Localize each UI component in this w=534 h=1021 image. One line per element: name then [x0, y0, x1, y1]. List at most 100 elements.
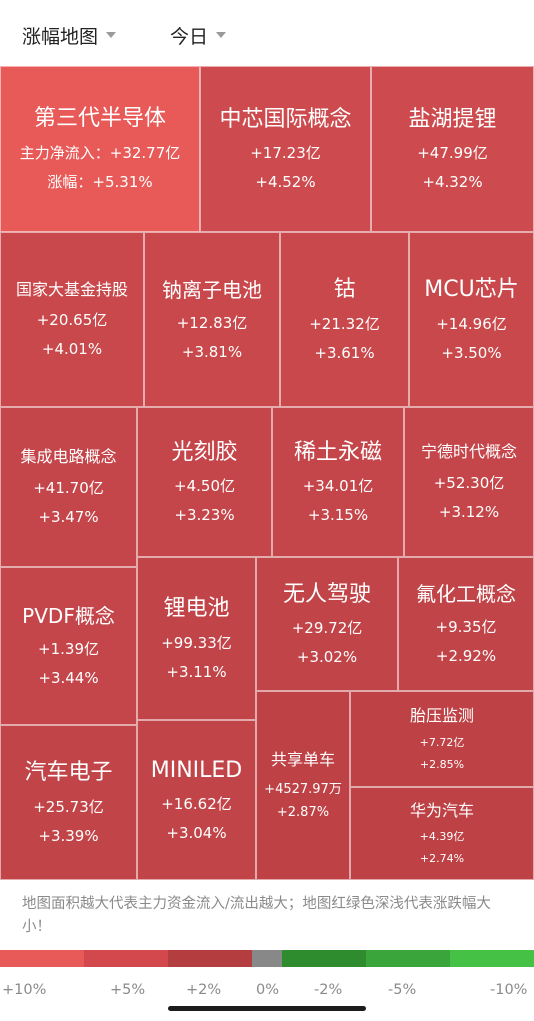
tile-smic-concept[interactable]: 中芯国际概念 +17.23亿 +4.52% [200, 66, 371, 232]
tile-miniled[interactable]: MINILED +16.62亿 +3.04% [137, 720, 256, 880]
scale-labels: +10% +5% +2% 0% -2% -5% -10% [0, 982, 534, 1002]
scale-label: +2% [186, 982, 222, 998]
tile-inflow: +4.50亿 [174, 477, 235, 496]
scale-label: 0% [256, 982, 280, 998]
tile-catl-concept[interactable]: 宁德时代概念 +52.30亿 +3.12% [404, 407, 534, 557]
treemap: 第三代半导体 主力净流入：+32.77亿 涨幅：+5.31% 中芯国际概念 +1… [0, 66, 534, 880]
tile-name: 第三代半导体 [33, 106, 166, 132]
tile-inflow: +41.70亿 [33, 478, 104, 497]
tile-autonomous-driving[interactable]: 无人驾驶 +29.72亿 +3.02% [256, 557, 398, 691]
scale-label: -10% [490, 982, 528, 998]
tile-name: 无人驾驶 [282, 581, 371, 607]
scale-segment [168, 950, 253, 967]
tile-change: +3.02% [296, 648, 358, 667]
scale-label: -5% [388, 982, 417, 998]
tile-salt-lake-lithium[interactable]: 盐湖提锂 +47.99亿 +4.32% [371, 66, 534, 232]
tile-big-fund-holdings[interactable]: 国家大基金持股 +20.65亿 +4.01% [0, 232, 144, 407]
tile-name: 国家大基金持股 [15, 279, 128, 299]
tile-change: +2.92% [435, 647, 497, 665]
top-bar: 涨幅地图 今日 [0, 0, 534, 66]
scale-segment [84, 950, 169, 967]
tile-inflow: +34.01亿 [302, 477, 374, 496]
tile-inflow: +25.73亿 [33, 797, 104, 816]
tile-name: MINILED [150, 757, 243, 783]
period-label: 今日 [170, 25, 209, 48]
tile-inflow: +29.72亿 [291, 619, 363, 638]
scale-label: -2% [314, 982, 343, 998]
tile-auto-electronics[interactable]: 汽车电子 +25.73亿 +3.39% [0, 725, 137, 880]
tile-sodium-ion-battery[interactable]: 钠离子电池 +12.83亿 +3.81% [144, 232, 280, 407]
tile-change: +2.85% [419, 757, 465, 771]
tile-inflow: +1.39亿 [38, 640, 99, 658]
tile-name: MCU芯片 [424, 277, 519, 303]
chevron-down-icon [216, 32, 227, 38]
tile-name: 宁德时代概念 [420, 442, 517, 462]
tile-photoresist[interactable]: 光刻胶 +4.50亿 +3.23% [137, 407, 272, 557]
tile-change: +3.47% [38, 507, 99, 526]
tile-change: +3.23% [174, 506, 235, 525]
tile-name: 集成电路概念 [20, 447, 117, 467]
tile-name: 光刻胶 [171, 439, 238, 465]
tile-name: 稀土永磁 [293, 439, 382, 465]
tile-name: 胎压监测 [409, 706, 474, 726]
tile-tire-pressure-monitoring[interactable]: 胎压监测 +7.72亿 +2.85% [350, 691, 534, 787]
home-indicator [168, 1006, 366, 1011]
tile-fluorochemical-concept[interactable]: 氟化工概念 +9.35亿 +2.92% [398, 557, 534, 691]
tile-inflow: +7.72亿 [419, 735, 465, 749]
tile-inflow: +4.39亿 [419, 830, 465, 844]
tile-name: 盐湖提锂 [408, 106, 497, 132]
tile-cobalt[interactable]: 钴 +21.32亿 +3.61% [280, 232, 409, 407]
chevron-down-icon [106, 32, 117, 38]
legend-note: 地图面积越大代表主力资金流入/流出越大；地图红绿色深浅代表涨跌幅大小！ [22, 896, 491, 935]
tile-change: +4.32% [422, 173, 483, 192]
tile-name: 钴 [333, 277, 356, 303]
period-dropdown[interactable]: 今日 [170, 20, 227, 50]
tile-inflow: +99.33亿 [161, 633, 232, 652]
tile-name: 共享单车 [270, 750, 335, 770]
tile-lithium-battery[interactable]: 锂电池 +99.33亿 +3.11% [137, 557, 256, 720]
tile-name: 氟化工概念 [416, 582, 516, 606]
tile-change: +3.44% [38, 669, 99, 687]
tile-change: +3.39% [38, 826, 99, 845]
tile-name: 钠离子电池 [162, 277, 262, 302]
tile-pvdf-concept[interactable]: PVDF概念 +1.39亿 +3.44% [0, 567, 137, 725]
tile-name: 汽车电子 [24, 760, 113, 786]
tile-inflow: +21.32亿 [309, 314, 380, 333]
tile-name: 华为汽车 [409, 800, 474, 820]
tile-change: +3.04% [166, 824, 227, 843]
tile-inflow: +52.30亿 [433, 473, 505, 492]
tile-huawei-auto[interactable]: 华为汽车 +4.39亿 +2.74% [350, 787, 534, 880]
tile-change: 涨幅：+5.31% [47, 172, 153, 191]
scale-segment [449, 950, 534, 967]
tile-change: +4.01% [41, 340, 103, 359]
tile-name: 锂电池 [163, 596, 230, 622]
tile-change: +3.12% [438, 502, 500, 521]
scale-label: +10% [2, 982, 47, 998]
tile-inflow: +9.35亿 [435, 618, 497, 636]
scale-segment [281, 950, 366, 967]
tile-inflow: +12.83亿 [176, 313, 248, 332]
tile-inflow: +17.23亿 [250, 144, 321, 163]
scale-label: +5% [110, 982, 146, 998]
tile-change: +3.61% [314, 343, 375, 362]
tile-inflow: +14.96亿 [436, 314, 507, 333]
tile-mcu-chip[interactable]: MCU芯片 +14.96亿 +3.50% [409, 232, 534, 407]
scale-segment [0, 950, 85, 967]
tile-name: PVDF概念 [22, 604, 115, 628]
tile-inflow: +4527.97万 [264, 781, 342, 797]
tile-change: +3.81% [181, 342, 243, 361]
tile-inflow: +47.99亿 [417, 144, 488, 163]
map-type-dropdown[interactable]: 涨幅地图 [22, 20, 117, 50]
tile-change: +3.15% [307, 506, 369, 525]
scale-segment [365, 950, 450, 967]
tile-shared-bikes[interactable]: 共享单车 +4527.97万 +2.87% [256, 691, 350, 880]
color-scale [0, 950, 534, 967]
tile-third-gen-semiconductor[interactable]: 第三代半导体 主力净流入：+32.77亿 涨幅：+5.31% [0, 66, 200, 232]
tile-change: +3.50% [441, 343, 502, 362]
tile-ic-concept[interactable]: 集成电路概念 +41.70亿 +3.47% [0, 407, 137, 567]
map-type-label: 涨幅地图 [22, 25, 99, 48]
tile-rare-earth-magnet[interactable]: 稀土永磁 +34.01亿 +3.15% [272, 407, 404, 557]
tile-inflow: 主力净流入：+32.77亿 [19, 143, 181, 162]
tile-change: +3.11% [166, 662, 227, 681]
tile-inflow: +16.62亿 [161, 795, 232, 814]
